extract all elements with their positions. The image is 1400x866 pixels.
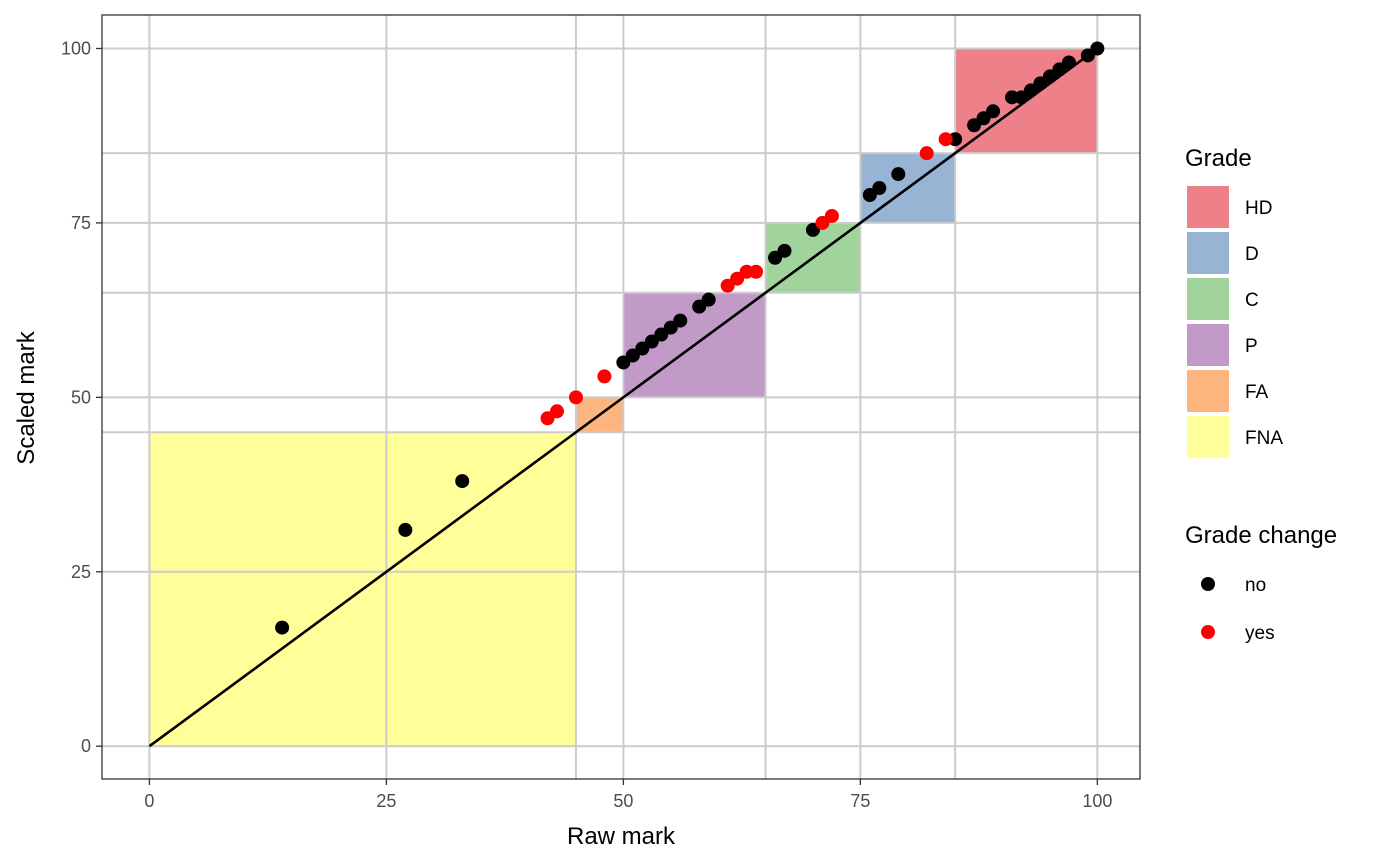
legend-key-d (1187, 232, 1229, 274)
point-yes (824, 208, 839, 223)
y-tick-label: 100 (61, 38, 91, 58)
point-yes (597, 369, 612, 384)
x-tick-label: 75 (850, 791, 870, 811)
legend-label-fna: FNA (1245, 428, 1283, 449)
legend-label-no: no (1245, 575, 1266, 596)
legend-key-hd (1187, 186, 1229, 228)
x-axis-ticks: 0 25 50 75 100 (144, 779, 1112, 811)
legend-key-fna (1187, 416, 1229, 458)
y-tick-label: 0 (81, 736, 91, 756)
legend-key-p (1187, 324, 1229, 366)
point-no (673, 313, 688, 328)
y-tick-label: 25 (71, 562, 91, 582)
y-axis-title: Scaled mark (13, 330, 40, 464)
point-yes (749, 264, 764, 279)
point-yes (919, 146, 934, 161)
point-no (398, 522, 413, 537)
y-tick-label: 50 (71, 387, 91, 407)
point-yes (938, 132, 953, 147)
legend-label-hd: HD (1245, 198, 1272, 219)
legend-label-c: C (1245, 290, 1259, 311)
legend-dot-no (1201, 577, 1215, 591)
x-tick-label: 0 (144, 791, 154, 811)
x-tick-label: 100 (1082, 791, 1112, 811)
legend-key-fa (1187, 370, 1229, 412)
x-axis-title: Raw mark (567, 823, 676, 850)
legend: Grade HD D C P FA FNA Grade change no yes (1185, 145, 1337, 644)
data-points (275, 41, 1105, 635)
point-no (986, 104, 1001, 119)
y-tick-label: 75 (71, 213, 91, 233)
legend-label-d: D (1245, 244, 1259, 265)
legend-label-p: P (1245, 336, 1258, 357)
legend-dot-yes (1201, 625, 1215, 639)
point-no (1090, 41, 1105, 56)
reference-line-group (148, 47, 1099, 748)
point-no (1061, 55, 1076, 70)
point-no (275, 620, 290, 635)
point-yes (568, 390, 583, 405)
point-yes (550, 404, 565, 419)
point-no (777, 243, 792, 258)
point-no (455, 474, 470, 489)
point-no (872, 181, 887, 196)
legend-key-c (1187, 278, 1229, 320)
point-no (891, 167, 906, 182)
legend-label-fa: FA (1245, 382, 1269, 403)
legend-title-grade: Grade (1185, 145, 1252, 172)
legend-label-yes: yes (1245, 623, 1275, 644)
x-tick-label: 50 (613, 791, 633, 811)
gridlines (102, 15, 1140, 779)
y-axis-ticks: 0 25 50 75 100 (61, 38, 102, 756)
point-no (701, 292, 716, 307)
x-tick-label: 25 (376, 791, 396, 811)
legend-title-grade-change: Grade change (1185, 522, 1337, 549)
reference-line (148, 47, 1099, 748)
